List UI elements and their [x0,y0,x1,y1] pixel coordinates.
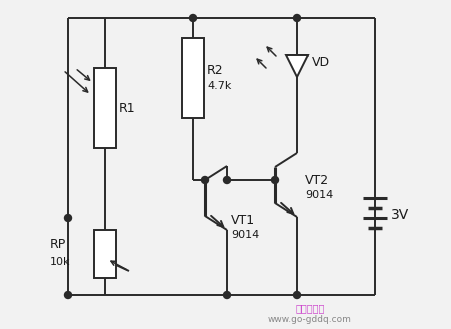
Text: 10k: 10k [50,257,70,267]
Text: 3V: 3V [390,208,408,222]
Bar [182,38,203,118]
Bar [94,230,116,278]
Text: 广电电路网: 广电电路网 [295,303,324,313]
Text: RP: RP [50,238,66,250]
Circle shape [64,291,71,298]
Circle shape [223,291,230,298]
Bar [94,68,116,148]
Text: VD: VD [311,57,329,69]
Text: VT1: VT1 [230,214,254,226]
Text: 4.7k: 4.7k [207,81,231,91]
Circle shape [201,176,208,184]
Circle shape [293,291,300,298]
Circle shape [64,215,71,221]
Circle shape [271,176,278,184]
Circle shape [223,176,230,184]
Text: R2: R2 [207,63,223,77]
Text: R1: R1 [119,102,135,114]
Text: VT2: VT2 [304,173,328,187]
Polygon shape [285,55,307,77]
Text: 9014: 9014 [304,190,332,200]
Circle shape [293,14,300,21]
Circle shape [189,14,196,21]
Text: 9014: 9014 [230,230,259,240]
Text: www.go-gddq.com: www.go-gddq.com [267,316,351,324]
